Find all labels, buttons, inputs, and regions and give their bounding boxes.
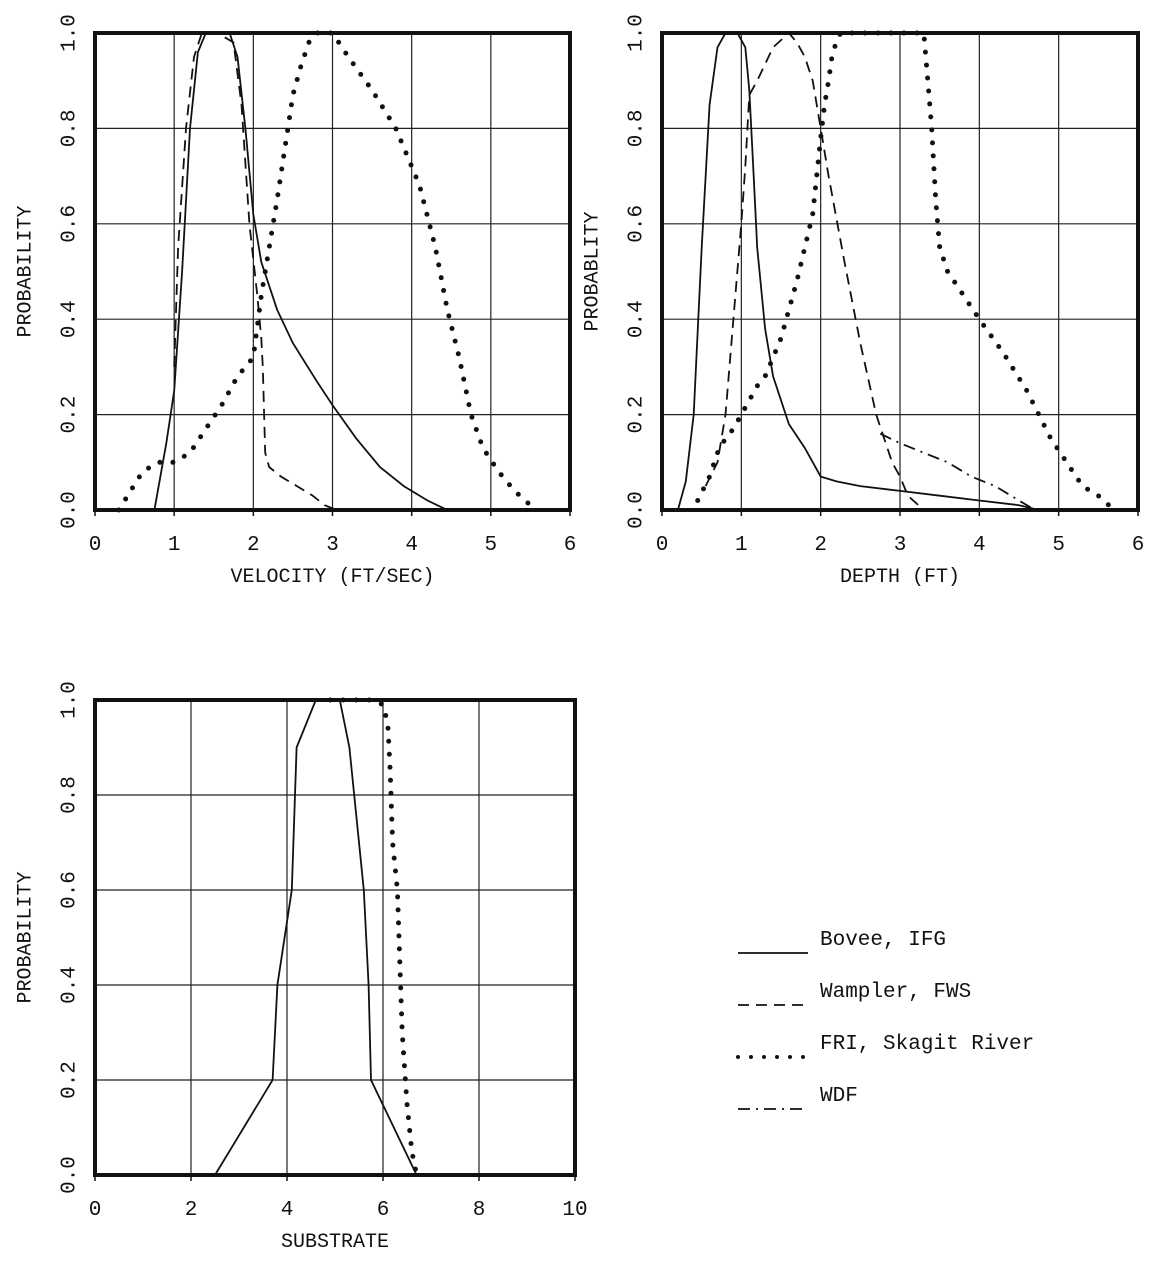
legend-label: Wampler, FWS [820, 981, 971, 1004]
y-tick-label: 0.0 [626, 491, 649, 529]
x-tick-label: 6 [377, 1199, 390, 1222]
x-tick-label: 2 [247, 534, 260, 557]
y-tick-label: 0.8 [59, 109, 82, 147]
series-line-dotted [327, 697, 420, 1178]
x-tick-label: 0 [89, 1199, 102, 1222]
y-tick-label: 0.6 [59, 871, 82, 909]
y-tick-label: 0.8 [626, 109, 649, 147]
y-tick-label: 0.2 [59, 396, 82, 434]
x-tick-label: 0 [89, 534, 102, 557]
legend-label: FRI, Skagit River [820, 1033, 1034, 1056]
y-tick-label: 0.0 [59, 1156, 82, 1194]
y-axis-label: PROBABILITY [14, 871, 37, 1003]
x-tick-label: 6 [1132, 534, 1145, 557]
velocity-panel: 0 1 2 3 4 5 6 0.0 0.2 0.4 0.6 0.8 1.0 VELOCITY (FT/SE… [14, 14, 576, 589]
y-tick-label: 0.4 [59, 300, 82, 338]
y-tick-label: 0.4 [59, 966, 82, 1004]
y-tick-label: 1.0 [59, 14, 82, 52]
depth-panel: 0 1 2 3 4 5 6 0.0 0.2 0.4 0.6 0.8 1.0 DEPTH (FT) PROBA… [581, 14, 1144, 589]
x-tick-label: 2 [814, 534, 827, 557]
y-tick-label: 0.2 [626, 396, 649, 434]
y-tick-label: 1.0 [626, 14, 649, 52]
x-tick-label: 3 [326, 534, 339, 557]
x-tick-label: 4 [405, 534, 418, 557]
x-tick-label: 5 [1052, 534, 1065, 557]
x-tick-label: 4 [973, 534, 986, 557]
x-tick-label: 4 [281, 1199, 294, 1222]
y-axis-label: PROBABLITY [581, 211, 604, 331]
series-line-dashdot [879, 432, 1036, 511]
x-axis-label: DEPTH (FT) [840, 566, 960, 589]
x-tick-label: 8 [473, 1199, 486, 1222]
series-line-solid [214, 699, 418, 1176]
y-tick-label: 0.2 [59, 1061, 82, 1099]
series-line-dotted [116, 30, 541, 513]
x-tick-label: 1 [168, 534, 181, 557]
x-tick-label: 3 [894, 534, 907, 557]
y-axis-label: PROBABILITY [14, 205, 37, 337]
substrate-panel: 0 2 4 6 8 10 0.0 0.2 0.4 0.6 0.8 1.0 SUBSTRATE PROBAB… [14, 681, 587, 1254]
y-tick-label: 0.6 [59, 205, 82, 243]
x-tick-label: 1 [735, 534, 748, 557]
x-tick-label: 5 [485, 534, 498, 557]
x-tick-label: 2 [185, 1199, 198, 1222]
y-tick-label: 0.4 [626, 300, 649, 338]
series-line-dotted [695, 30, 1117, 513]
x-tick-label: 10 [562, 1199, 587, 1222]
y-tick-label: 0.6 [626, 205, 649, 243]
legend-label: WDF [820, 1085, 858, 1108]
series-line-solid [153, 32, 448, 511]
series-line-solid [677, 32, 1040, 511]
plot-frame [93, 698, 577, 1177]
legend-label: Bovee, IFG [820, 929, 946, 952]
x-tick-label: 0 [656, 534, 669, 557]
y-tick-label: 0.8 [59, 776, 82, 814]
x-axis-label: VELOCITY (FT/SEC) [230, 566, 434, 589]
series-line-dashed [173, 32, 337, 511]
y-tick-label: 1.0 [59, 681, 82, 719]
x-axis-label: SUBSTRATE [281, 1231, 389, 1254]
y-tick-label: 0.0 [59, 491, 82, 529]
legend: Bovee, IFG Wampler, FWS FRI, Skagit River W… [736, 929, 1034, 1110]
series-line-dashed [704, 31, 925, 511]
x-tick-label: 6 [564, 534, 577, 557]
